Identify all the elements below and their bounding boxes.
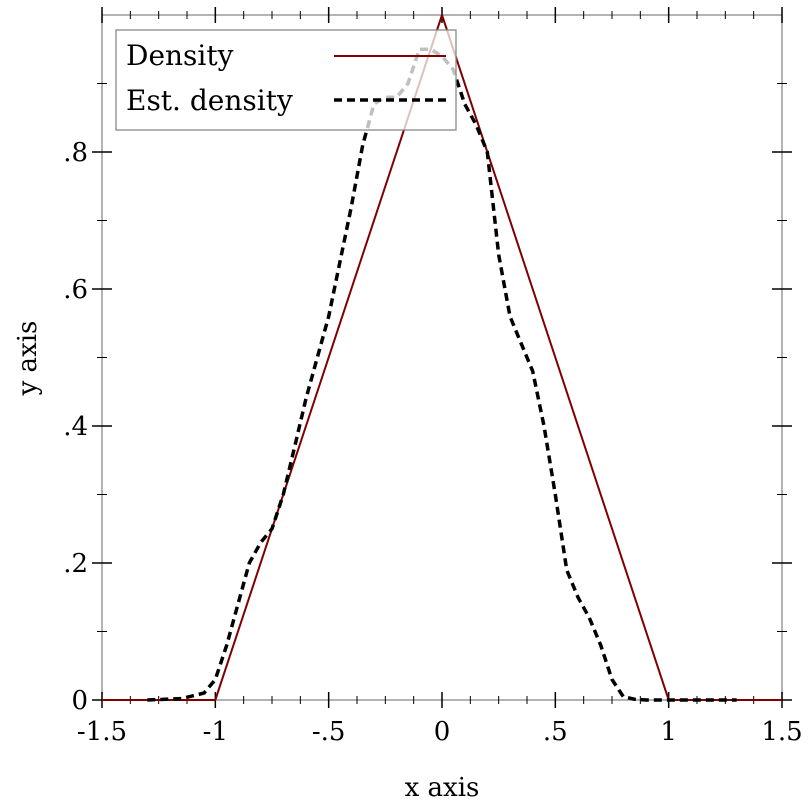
x-tick-label: 1: [660, 717, 677, 747]
legend-box: [115, 29, 457, 131]
y-tick-label: .4: [63, 412, 88, 442]
x-tick-labels: -1.5 -1 -.5 0 .5 1 1.5: [77, 717, 803, 747]
y-tick-label: .2: [63, 549, 88, 579]
x-tick-label: -.5: [312, 717, 346, 747]
x-tick-label: .5: [543, 717, 568, 747]
x-axis-title: x axis: [405, 773, 480, 803]
legend-label-est-density: Est. density: [126, 84, 293, 117]
y-tick-label: .8: [63, 138, 88, 168]
y-tick-labels: 0 .2 .4 .6 .8: [63, 138, 88, 716]
y-tick-label: .6: [63, 275, 88, 305]
est-density-line: [147, 47, 737, 702]
x-tick-label: -1.5: [77, 717, 127, 747]
y-axis-title: y axis: [13, 321, 43, 397]
x-tick-label: 0: [434, 717, 451, 747]
y-tick-label: 0: [71, 686, 88, 716]
x-tick-label: -1: [203, 717, 228, 747]
legend-label-density: Density: [126, 39, 234, 72]
legend: Density Est. density: [115, 29, 457, 131]
x-tick-label: 1.5: [761, 717, 802, 747]
